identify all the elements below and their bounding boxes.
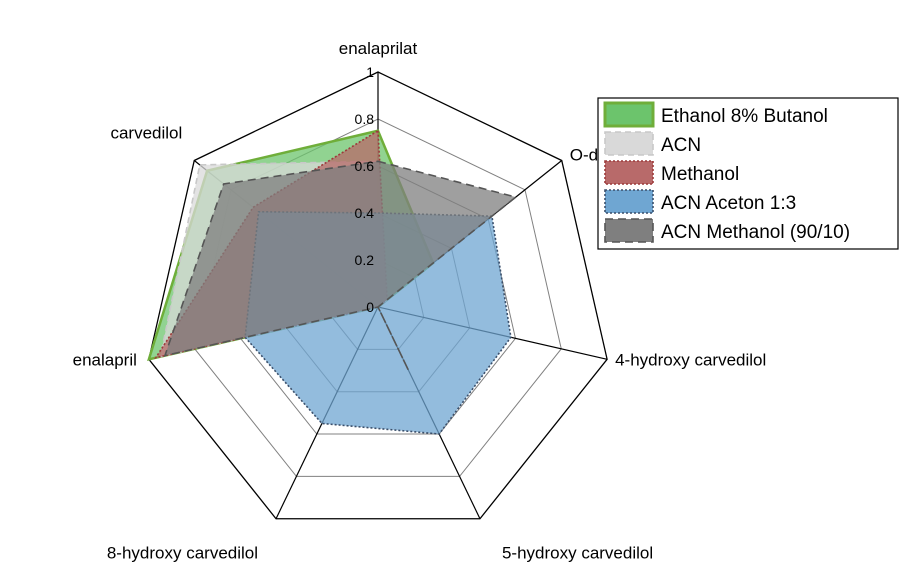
axis-label: carvedilol (110, 123, 182, 142)
tick-label: 0.4 (355, 205, 375, 221)
series-area (163, 160, 518, 371)
axis-label: 8-hydroxy carvedilol (107, 544, 258, 563)
tick-label: 0.8 (355, 111, 375, 127)
legend-swatch (604, 189, 654, 214)
legend-label: ACN Aceton 1:3 (661, 193, 796, 214)
tick-label: 0.2 (355, 252, 375, 268)
tick-label: 0 (366, 299, 374, 315)
legend-label: Ethanol 8% Butanol (661, 106, 828, 127)
legend-swatch (604, 218, 654, 243)
axis-label: enalapril (73, 350, 137, 369)
legend-label: ACN (661, 135, 701, 156)
legend-swatch (604, 160, 654, 185)
tick-label: 1 (366, 64, 374, 80)
legend-label: Methanol (661, 164, 739, 185)
axis-label: 5-hydroxy carvedilol (502, 544, 653, 563)
axis-label: 4-hydroxy carvedilol (615, 350, 766, 369)
tick-label: 0.6 (355, 158, 375, 174)
grid-ring (148, 71, 608, 520)
legend-label: ACN Methanol (90/10) (661, 222, 850, 243)
legend-swatch (603, 101, 655, 128)
legend-swatch (604, 131, 654, 156)
axis-label: enalaprilat (339, 39, 418, 58)
